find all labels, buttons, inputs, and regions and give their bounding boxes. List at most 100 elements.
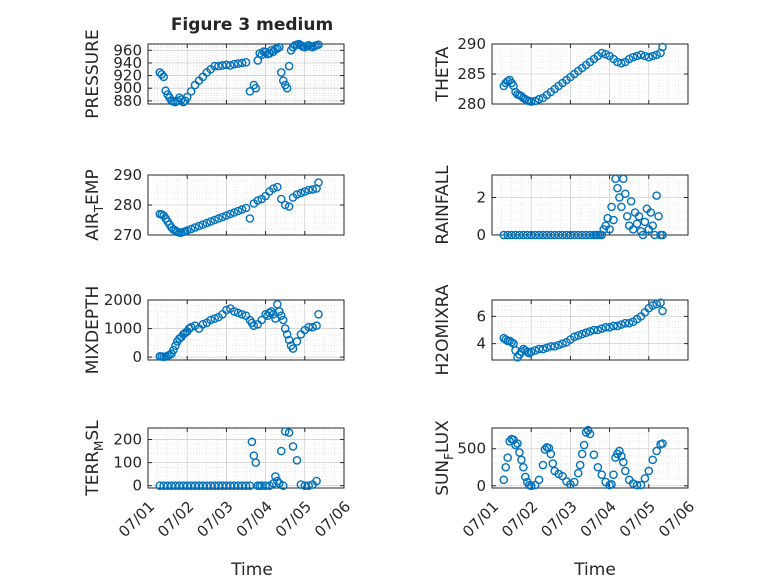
data-point (159, 72, 168, 82)
data-point (648, 51, 658, 61)
data-point (233, 206, 243, 216)
data-point (171, 341, 180, 351)
data-point (237, 309, 247, 319)
data-point (521, 472, 530, 482)
data-point (273, 44, 282, 53)
data-point (609, 470, 618, 479)
data-point (654, 211, 663, 221)
data-point (534, 475, 544, 485)
data-point (589, 325, 599, 335)
data-point (628, 225, 638, 234)
data-point (226, 209, 235, 219)
y-axis-label: AIRTEMP (83, 169, 106, 240)
data-point (658, 439, 667, 448)
data-point (607, 202, 616, 212)
data-point (544, 443, 554, 453)
y-tick-label: 880 (113, 92, 142, 110)
data-point (658, 230, 667, 240)
data-point (218, 212, 227, 222)
y-tick-label: 6 (476, 307, 486, 325)
data-point (554, 340, 563, 350)
y-tick-label: 1000 (104, 320, 142, 338)
y-tick-label: 290 (113, 166, 142, 184)
data-point (538, 460, 548, 470)
data-point (644, 466, 654, 476)
data-point (275, 42, 284, 52)
data-point (513, 439, 522, 448)
data-point (624, 54, 634, 64)
data-point (226, 61, 235, 70)
data-point (638, 230, 648, 240)
data-point (186, 224, 196, 234)
y-axis-label-main: SUN (433, 460, 453, 496)
data-point (267, 46, 276, 55)
data-point (585, 327, 595, 336)
data-point (652, 299, 661, 309)
data-point (640, 217, 650, 227)
data-point (558, 339, 567, 348)
data-point (570, 477, 579, 487)
y-tick-label: 960 (113, 41, 142, 59)
data-point (522, 347, 532, 357)
data-point (575, 460, 585, 470)
data-point (624, 318, 634, 328)
data-point (613, 321, 622, 331)
data-point (237, 205, 247, 214)
y-axis-label-subscript: M (92, 441, 106, 451)
data-point (617, 451, 626, 461)
data-point (282, 329, 292, 339)
data-point (251, 458, 261, 467)
data-point (648, 221, 658, 230)
data-point (169, 345, 178, 355)
data-point (280, 200, 290, 210)
data-point (601, 49, 610, 59)
data-point (275, 307, 284, 316)
data-point (284, 202, 294, 211)
data-point (628, 52, 638, 62)
data-point (241, 481, 251, 490)
data-point (190, 223, 200, 232)
data-point (312, 476, 321, 486)
data-point (617, 58, 626, 68)
data-point (222, 211, 231, 220)
data-point (605, 225, 614, 234)
data-point (210, 314, 219, 323)
data-point (526, 481, 536, 491)
data-point (241, 203, 251, 213)
data-point (581, 328, 591, 338)
data-point (597, 48, 607, 58)
y-axis-label: THETA (433, 46, 453, 102)
axes-box (147, 299, 345, 361)
data-point (182, 92, 192, 102)
data-point (314, 40, 323, 49)
data-point (314, 309, 323, 319)
data-point (652, 191, 661, 200)
data-point (628, 479, 638, 488)
y-axis-label: H2OMIXRA (433, 284, 453, 375)
y-axis-label: TERRMSL (83, 420, 106, 497)
y-axis-label-subscript: F (442, 453, 456, 460)
data-point (597, 470, 607, 479)
data-point (249, 321, 259, 331)
y-tick-label: 290 (457, 35, 486, 53)
data-point (284, 428, 294, 437)
data-point (615, 446, 624, 456)
data-point (157, 70, 167, 79)
data-point (284, 335, 294, 345)
data-point (534, 344, 544, 354)
data-point (636, 480, 646, 490)
data-point (241, 58, 251, 67)
y-tick-label: 0 (476, 477, 486, 495)
data-point (581, 428, 591, 437)
y-tick-label: 500 (457, 440, 486, 458)
subplot-h2omixra: 4 6 H2OMIXRA (433, 284, 689, 376)
data-point (601, 322, 610, 332)
data-point (597, 230, 607, 240)
data-point (609, 215, 618, 225)
data-point (300, 187, 310, 196)
data-point (542, 343, 552, 353)
